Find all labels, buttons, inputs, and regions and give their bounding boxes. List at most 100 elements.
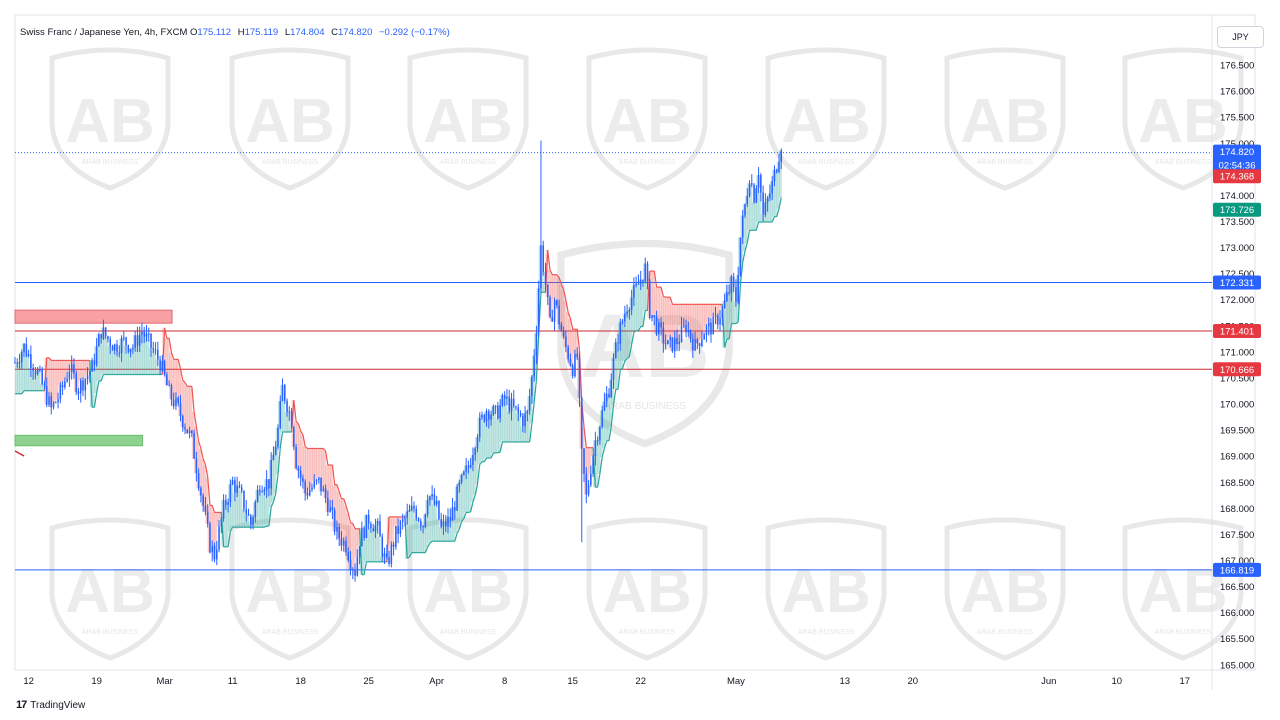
watermark-text: ARAB BUSINESS (619, 629, 676, 636)
watermark-logo-letters: AB (960, 557, 1050, 626)
candle-body (86, 375, 89, 380)
candle-body (757, 175, 760, 189)
ribbon-segment (527, 396, 531, 442)
ribbon-segment (287, 411, 290, 433)
candle-body (197, 473, 200, 489)
currency-selector-button[interactable]: JPY (1217, 26, 1264, 48)
ribbon-segment (584, 447, 587, 495)
ribbon-stop-line (264, 525, 267, 528)
candle-body (560, 324, 563, 332)
watermark-shield-icon: AB ARAB BUSINESS (586, 517, 708, 661)
candle-body (433, 494, 436, 505)
candle-body (655, 316, 658, 335)
candle-body (299, 470, 302, 478)
candle-body (415, 508, 418, 519)
candle-body (694, 339, 696, 351)
ribbon-segment (309, 448, 313, 488)
candle-body (601, 410, 603, 427)
ribbon-segment (189, 386, 193, 434)
watermark-shield-icon: AB ARAB BUSINESS (407, 517, 529, 661)
price-tick-label: 166.500 (1220, 582, 1254, 593)
candle-body (390, 544, 393, 564)
ribbon-stop-line (350, 522, 353, 524)
ribbon-segment (482, 421, 485, 462)
ribbon-segment (348, 522, 352, 570)
ribbon-segment (395, 516, 399, 534)
candle-body (286, 400, 288, 413)
ribbon-segment (128, 348, 132, 375)
shield-outline (586, 47, 708, 191)
watermark-text: ARAB BUSINESS (977, 629, 1034, 636)
candle-body (766, 197, 769, 203)
ribbon-stop-line (179, 368, 184, 381)
ribbon-stop-line (458, 521, 463, 530)
ribbon-segment (117, 353, 120, 375)
ribbon-segment (182, 382, 186, 430)
candle-body (231, 480, 234, 485)
watermark-logo-letters: AB (1138, 87, 1228, 156)
ribbon-segment (633, 283, 637, 331)
ribbon-stop-line (456, 528, 460, 534)
ribbon-segment (318, 448, 322, 492)
ribbon-segment (234, 485, 238, 528)
price-tick-label: 173.500 (1220, 217, 1254, 228)
candle-body (646, 263, 649, 281)
candle-body (361, 527, 363, 547)
price-tick-label: 175.000 (1220, 139, 1254, 150)
candle-body (125, 337, 127, 346)
ribbon-segment (652, 271, 655, 317)
ribbon-segment (667, 297, 671, 338)
candle-body (75, 373, 78, 392)
watermark-shield-icon: AB ARAB BUSINESS (944, 47, 1066, 191)
candle-body (43, 384, 46, 387)
candle-body (599, 426, 601, 441)
ribbon-segment (441, 521, 444, 542)
candle-body (50, 396, 53, 408)
candle-body (163, 361, 166, 375)
ribbon-segment (706, 304, 710, 323)
candle-body (569, 359, 572, 366)
ribbon-segment (595, 440, 599, 488)
candle-body (603, 401, 606, 411)
ribbon-segment (686, 304, 689, 331)
watermark-text: ARAB BUSINESS (1155, 159, 1212, 166)
candle-body (580, 397, 583, 449)
ribbon-segment (214, 512, 218, 550)
watermark-text: ARAB BUSINESS (1155, 629, 1212, 636)
price-tick-label: 167.500 (1220, 530, 1254, 541)
candle-body (32, 367, 34, 371)
ribbon-segment (219, 512, 222, 519)
watermark-shield-icon: AB ARAB BUSINESS (229, 517, 351, 661)
candle-body (621, 321, 624, 323)
candle-body (123, 337, 125, 339)
ribbon-stop-line (191, 386, 195, 412)
candle-body (329, 507, 331, 512)
ribbon-segment (588, 447, 592, 474)
watermark-text: ARAB BUSINESS (604, 401, 686, 412)
ribbon-stop-line (324, 450, 329, 466)
price-tick-label: 170.000 (1220, 400, 1254, 411)
ribbon-segment (24, 355, 27, 391)
ribbon-segment (414, 518, 417, 553)
symbol-title[interactable]: Swiss Franc / Japanese Yen, 4h, FXCM (20, 27, 188, 38)
price-badge-label: 172.331 (1220, 278, 1254, 289)
candle-body (585, 473, 588, 495)
ribbon-segment (658, 287, 662, 328)
ribbon-segment (205, 476, 209, 524)
ribbon-stop-line (597, 473, 601, 488)
ribbon-stop-line (744, 242, 748, 252)
tradingview-footer[interactable]: 17 TradingView (16, 699, 85, 711)
ribbon-stop-line (631, 332, 635, 345)
ribbon-stop-line (535, 335, 540, 381)
candle-body (533, 355, 535, 377)
ribbon-segment (574, 329, 578, 358)
ribbon-stop-line (338, 491, 343, 499)
ribbon-segment (173, 359, 177, 398)
price-tick-label: 173.000 (1220, 243, 1254, 254)
candle-body (342, 540, 345, 546)
ribbon-segment (321, 448, 324, 489)
ribbon-segment (73, 360, 77, 392)
candle-body (41, 369, 43, 385)
candle-body (460, 474, 463, 483)
